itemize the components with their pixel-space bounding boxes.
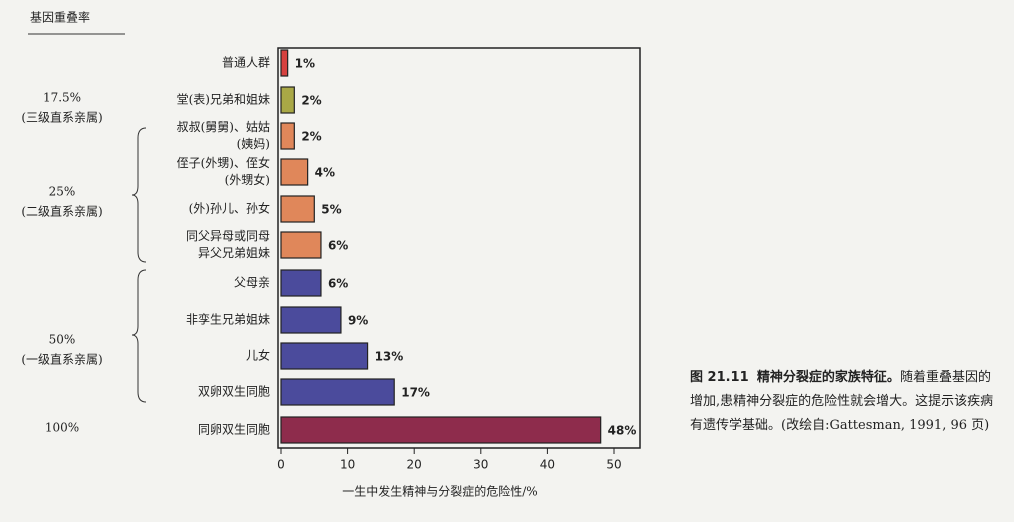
bar <box>280 158 309 186</box>
value-label: 9% <box>348 314 368 328</box>
bar <box>280 231 322 259</box>
bar <box>280 378 395 406</box>
category-label: (姨妈) <box>237 137 270 151</box>
group-overlap: 100% <box>45 421 79 435</box>
category-label: 侄子(外甥)、侄女 <box>177 155 270 170</box>
x-tick-label: 50 <box>606 458 621 472</box>
bracket <box>131 127 147 263</box>
bar <box>280 195 315 223</box>
value-label: 6% <box>328 239 348 253</box>
category-label: 儿女 <box>246 348 270 363</box>
value-label: 6% <box>328 277 348 291</box>
caption-text: 随着重叠基因的增加,患精神分裂症的危险性就会增大。这提示该疾病有遗传学基础。(改… <box>690 370 994 433</box>
plot-frame <box>277 47 641 449</box>
x-tick-label: 30 <box>473 458 488 472</box>
category-label: 同父异母或同母 <box>186 229 270 243</box>
bar <box>280 269 322 297</box>
x-tick-label: 0 <box>277 458 285 472</box>
group-relation: (三级直系亲属) <box>21 111 102 125</box>
bar <box>280 416 602 444</box>
value-label: 5% <box>321 203 341 217</box>
category-label: 异父兄弟姐妹 <box>198 246 270 260</box>
category-label: 同卵双生同胞 <box>198 423 270 437</box>
caption-number: 图 21.11 <box>690 370 749 385</box>
category-label: 非孪生兄弟姐妹 <box>186 312 270 327</box>
category-label: 双卵双生同胞 <box>198 385 270 399</box>
bar <box>280 86 295 114</box>
value-label: 2% <box>301 130 321 144</box>
value-label: 2% <box>301 94 321 108</box>
x-tick-label: 10 <box>340 458 355 472</box>
category-label: 普通人群 <box>222 56 270 70</box>
value-label: 4% <box>315 166 335 180</box>
value-label: 1% <box>295 57 315 71</box>
group-overlap: 17.5% <box>43 91 81 105</box>
bar <box>280 49 289 77</box>
category-label: (外甥女) <box>225 172 270 187</box>
category-label: 堂(表)兄弟和姐妹 <box>177 93 270 107</box>
group-overlap: 50% <box>49 333 76 347</box>
value-label: 17% <box>401 386 430 400</box>
group-relation: (一级直系亲属) <box>21 353 102 367</box>
category-label: (外)孙儿、孙女 <box>189 201 270 216</box>
bar <box>280 342 369 370</box>
value-label: 48% <box>608 424 637 438</box>
x-axis-label: 一生中发生精神与分裂症的危险性/% <box>342 484 537 499</box>
bar <box>280 306 342 334</box>
category-label: 父母亲 <box>234 276 270 290</box>
x-tick-label: 40 <box>540 458 555 472</box>
value-label: 13% <box>375 350 404 364</box>
bracket <box>131 269 147 403</box>
x-tick-label: 20 <box>407 458 422 472</box>
caption: 图 21.11 精神分裂症的家族特征。随着重叠基因的增加,患精神分裂症的危险性就… <box>690 366 1002 438</box>
bar <box>280 122 295 150</box>
group-relation: (二级直系亲属) <box>21 205 102 219</box>
group-header: 基因重叠率 <box>30 10 90 25</box>
caption-title: 精神分裂症的家族特征。 <box>756 370 900 385</box>
category-label: 叔叔(舅舅)、姑姑 <box>177 120 270 134</box>
group-overlap: 25% <box>49 185 76 199</box>
